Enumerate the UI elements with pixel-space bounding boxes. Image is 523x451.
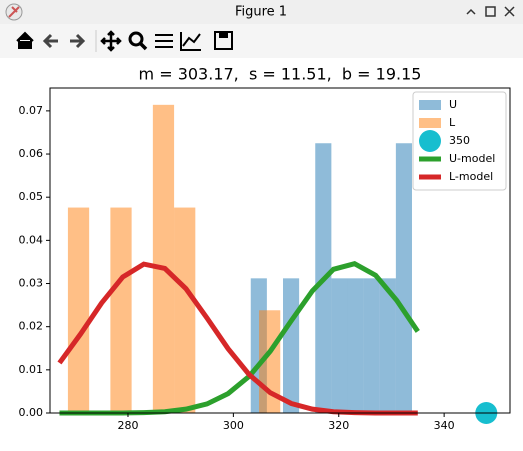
legend-label: U <box>449 98 457 111</box>
hist-bar <box>283 278 300 413</box>
home-button[interactable] <box>16 31 34 49</box>
back-button[interactable] <box>42 33 58 49</box>
y-tick-label: 0.02 <box>19 320 44 333</box>
legend-label: L-model <box>449 170 493 183</box>
window-title: Figure 1 <box>235 5 287 20</box>
hist-bar <box>379 278 396 413</box>
legend-swatch <box>419 100 441 110</box>
plot-area: 0.00 0.01 0.02 0.03 0.04 0.05 0.06 0.07 280 300 32… <box>19 87 511 432</box>
hist-bar <box>152 104 175 413</box>
toolbar <box>0 24 523 58</box>
y-tick-label: 0.00 <box>19 406 44 419</box>
hist-bar <box>395 143 412 414</box>
legend-marker <box>419 130 441 152</box>
x-tick-label: 340 <box>434 419 455 432</box>
maximize-button[interactable] <box>485 6 496 17</box>
forward-button[interactable] <box>70 33 86 49</box>
legend-label: U-model <box>449 152 495 165</box>
y-tick-label: 0.05 <box>19 190 44 203</box>
axes-button[interactable] <box>180 32 201 51</box>
x-tick-label: 320 <box>328 419 349 432</box>
legend-box <box>412 91 507 191</box>
hist-bar <box>110 207 132 413</box>
title-bar <box>0 0 523 24</box>
hist-bar <box>67 207 90 413</box>
hist-bar <box>174 207 196 413</box>
y-tick-label: 0.03 <box>19 277 44 290</box>
hist-bar <box>347 278 364 413</box>
y-tick-label: 0.07 <box>19 104 44 117</box>
minimize-button[interactable] <box>466 8 476 15</box>
legend-label: 350 <box>449 134 470 147</box>
pan-button[interactable] <box>100 30 122 52</box>
close-button[interactable] <box>504 6 515 17</box>
hist-bar <box>331 278 348 413</box>
y-tick-label: 0.06 <box>19 147 44 160</box>
zoom-button-handle <box>138 41 148 51</box>
axes-frame <box>49 87 511 414</box>
app-icon-glyph <box>8 6 20 18</box>
legend-label: L <box>449 116 456 129</box>
zoom-button[interactable] <box>128 31 144 47</box>
save-button-glyph <box>219 32 228 38</box>
legend-swatch <box>419 118 441 128</box>
y-tick-label: 0.01 <box>19 363 44 376</box>
x-tick-label: 300 <box>223 419 244 432</box>
x-tick-label: 280 <box>117 419 138 432</box>
subplots-button[interactable] <box>155 34 173 48</box>
y-tick-label: 0.04 <box>19 233 44 246</box>
chart-title: m = 303.17, s = 11.51, b = 19.15 <box>139 65 422 84</box>
hist-bar <box>363 278 380 413</box>
